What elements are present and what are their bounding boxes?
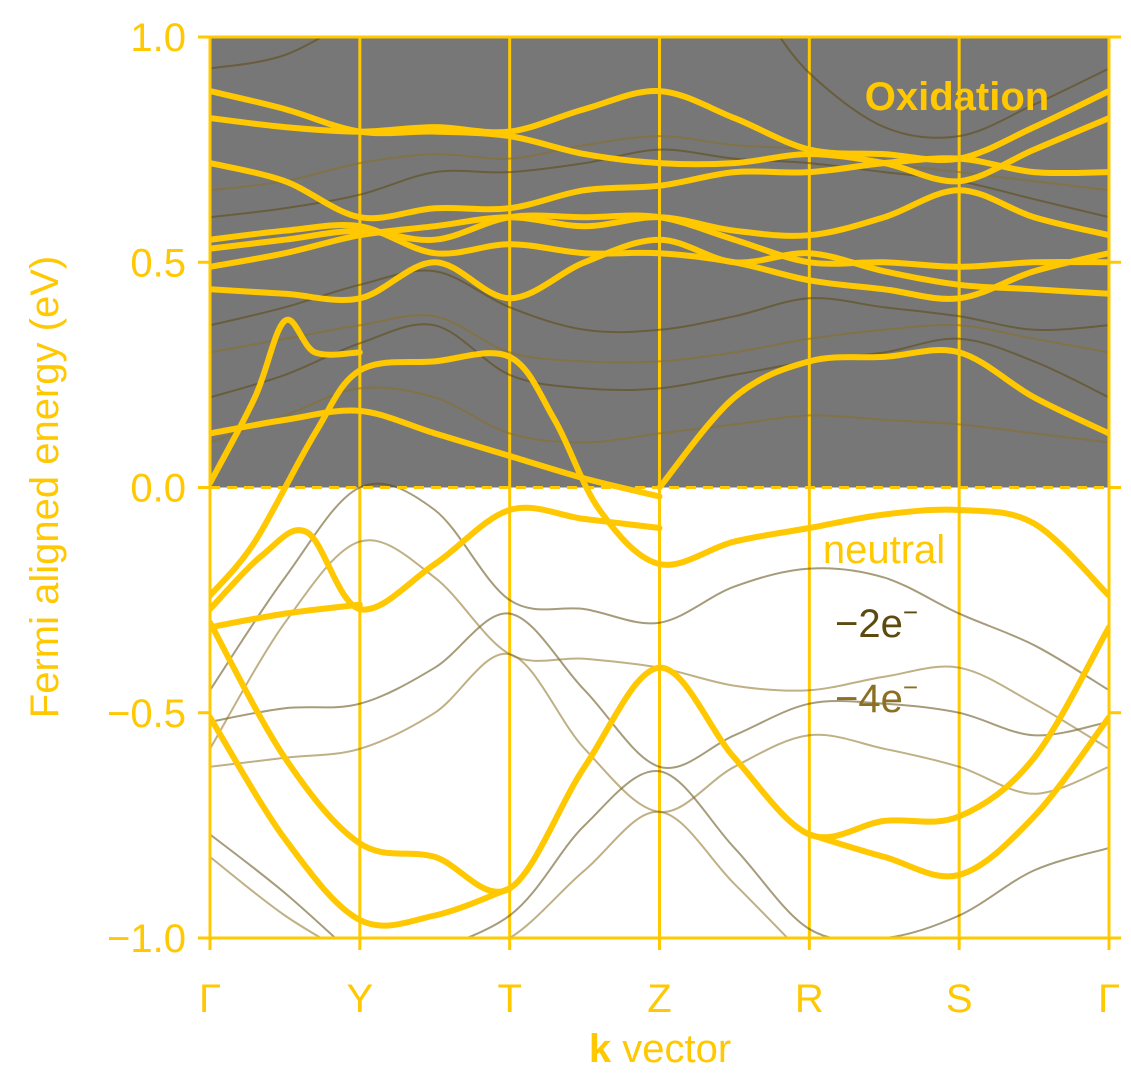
- minus2-band-line: [210, 37, 324, 70]
- neutral-band-line: [210, 316, 363, 486]
- minus4-band-line: [210, 386, 1109, 444]
- minus2-legend-label: −2e−: [835, 597, 918, 646]
- minus4-legend-label: −4e−: [835, 672, 918, 721]
- minus4-band-line: [507, 810, 789, 938]
- x-tick-label: Y: [346, 977, 373, 1021]
- neutral-band-line: [210, 350, 1109, 599]
- neutral-band-line: [210, 601, 363, 631]
- neutral-band-line: [210, 88, 1109, 185]
- neutral-band-line: [210, 714, 513, 929]
- oxidation-label: Oxidation: [865, 75, 1049, 119]
- minus2-band-line: [464, 770, 1109, 938]
- minus2-band-line: [210, 269, 1109, 334]
- minus2-band-line: [210, 482, 1109, 692]
- y-tick-label: −1.0: [107, 917, 186, 961]
- neutral-legend-label: neutral: [823, 528, 945, 572]
- x-tick-label: Γ: [1098, 977, 1120, 1021]
- y-tick-label: 1.0: [130, 16, 186, 60]
- neutral-band-line: [210, 236, 1109, 304]
- x-tick-label: T: [497, 977, 521, 1021]
- neutral-band-line: [210, 212, 1109, 270]
- x-tick-label: S: [946, 977, 973, 1021]
- neutral-band-line: [210, 504, 663, 613]
- neutral-band-line: [656, 347, 1109, 491]
- neutral-band-line: [806, 714, 1109, 880]
- y-tick-label: 0.0: [130, 467, 186, 511]
- minus2-band-line: [210, 612, 1109, 770]
- minus4-band-line: [210, 539, 1109, 750]
- neutral-band-line: [210, 619, 1109, 895]
- minus2-band-line: [210, 833, 337, 938]
- minus4-band-line: [210, 652, 1109, 813]
- x-tick-label: Z: [647, 977, 671, 1021]
- neutral-band-line: [210, 222, 1109, 302]
- minus2-band-line: [778, 37, 1109, 139]
- minus4-band-line: [210, 314, 1109, 364]
- x-tick-label: Γ: [199, 977, 221, 1021]
- x-axis-label: k vector: [589, 1027, 731, 1071]
- neutral-band-line: [210, 407, 663, 500]
- y-tick-label: 0.5: [130, 241, 186, 285]
- neutral-bands: [210, 88, 1109, 929]
- minus2-band-line: [210, 323, 1109, 399]
- minus4-band-line: [210, 135, 1109, 192]
- y-axis-label: Fermi aligned energy (eV): [23, 256, 67, 718]
- minor-bands: [210, 37, 1109, 938]
- y-axis-ticks: −1.0 −0.5 0.0 0.5 1.0: [107, 16, 1121, 961]
- x-tick-label: R: [795, 977, 824, 1021]
- minus4-band-line: [210, 855, 323, 938]
- y-tick-label: −0.5: [107, 692, 186, 736]
